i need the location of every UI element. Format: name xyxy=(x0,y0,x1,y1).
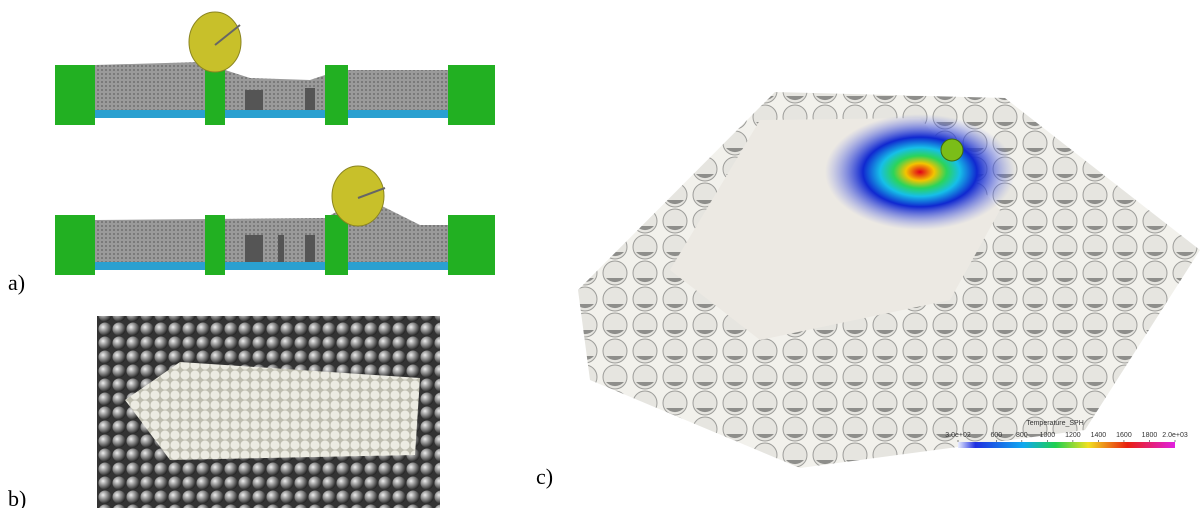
colorbar-tick-label: 800 xyxy=(1016,432,1028,439)
panel-label: a) xyxy=(8,270,25,295)
beam-bottom xyxy=(55,166,495,275)
colorbar-tick-label: 1800 xyxy=(1142,432,1158,439)
beam-top xyxy=(55,12,495,125)
colorbar-tick-label: 1000 xyxy=(1040,432,1056,439)
melt-pool xyxy=(578,92,1200,468)
colorbar-tick-label: 3.0e+02 xyxy=(945,432,971,439)
panel-label: c) xyxy=(536,464,553,489)
colorbar-title: Temperature_SPH xyxy=(1026,420,1084,427)
powder-bed xyxy=(97,316,440,508)
colorbar-tick-label: 1400 xyxy=(1091,432,1107,439)
colorbar-tick-label: 600 xyxy=(990,432,1002,439)
page: a) b) c) Temperature_SPH 3.0e+02 600 800 10… xyxy=(0,0,1204,508)
figure: a) b) c) Temperature_SPH 3.0e+02 600 800 10… xyxy=(0,0,1204,508)
colorbar-gradient xyxy=(958,442,1175,448)
colorbar-tick-label: 1600 xyxy=(1116,432,1132,439)
colorbar-tick-label: 1200 xyxy=(1065,432,1081,439)
panel-label: b) xyxy=(8,486,26,508)
colorbar-tick-label: 2.0e+03 xyxy=(1162,432,1188,439)
